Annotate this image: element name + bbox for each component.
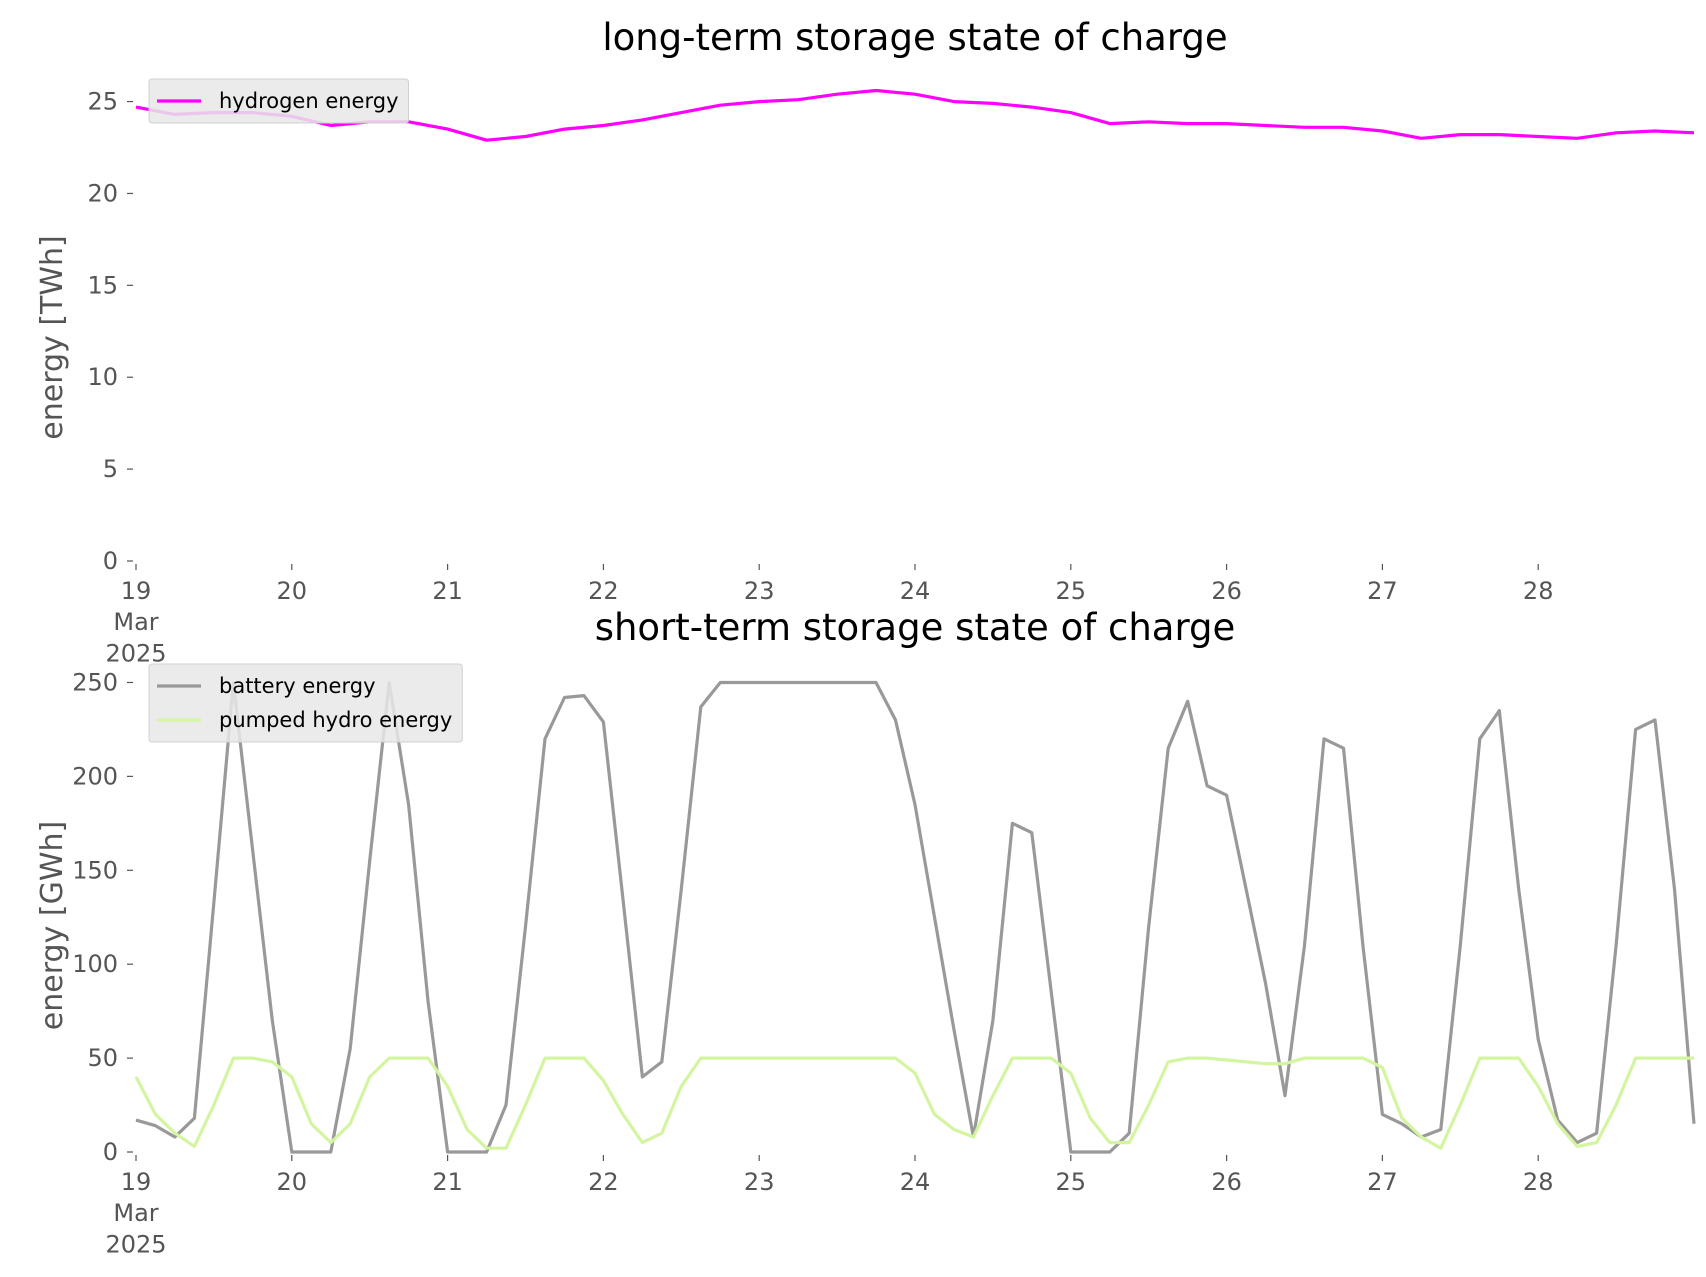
legend-label: hydrogen energy (219, 89, 399, 113)
legend-box (148, 663, 463, 743)
x-tick-label: 25 (1056, 1168, 1087, 1196)
y-tick-label: 0 (103, 1138, 118, 1166)
x-tick-label: 28 (1523, 577, 1554, 605)
series-line (134, 1056, 1694, 1150)
legend-box (148, 78, 409, 124)
x-tick-label: 21 (432, 577, 463, 605)
x-tick-label: 24 (900, 577, 931, 605)
legend: hydrogen energy (148, 78, 409, 124)
y-tick-label: 250 (72, 668, 118, 696)
y-tick-label: 15 (87, 271, 118, 299)
x-tick-label: 20 (277, 1168, 308, 1196)
y-axis-label: energy [TWh] (35, 235, 70, 439)
x-tick-label: 20 (277, 577, 308, 605)
y-tick-label: 25 (87, 88, 118, 116)
x-tick-label: 19 Mar 2025 (105, 1168, 166, 1258)
y-tick-label: 0 (103, 547, 118, 575)
x-tick-label: 19 Mar 2025 (105, 577, 166, 667)
y-tick-label: 200 (72, 762, 118, 790)
chart-title: long-term storage state of charge (602, 16, 1227, 59)
x-tick-label: 26 (1211, 577, 1242, 605)
legend: battery energy pumped hydro energy (148, 663, 463, 743)
y-tick-label: 5 (103, 455, 118, 483)
x-tick-label: 25 (1056, 577, 1087, 605)
x-tick-label: 24 (900, 1168, 931, 1196)
series-line (135, 680, 1696, 1154)
y-tick-label: 10 (87, 363, 118, 391)
x-tick-label: 22 (588, 577, 619, 605)
x-tick-label: 27 (1367, 577, 1398, 605)
x-tick-label: 26 (1211, 1168, 1242, 1196)
legend-label: battery energy (219, 674, 376, 698)
x-tick-label: 27 (1367, 1168, 1398, 1196)
y-tick-label: 150 (72, 856, 118, 884)
y-tick-label: 50 (87, 1044, 118, 1072)
y-tick-label: 20 (87, 179, 118, 207)
x-tick-label: 28 (1523, 1168, 1554, 1196)
x-tick-label: 23 (744, 1168, 775, 1196)
chart-title: short-term storage state of charge (595, 606, 1236, 649)
y-tick-label: 100 (72, 950, 118, 978)
x-tick-label: 21 (432, 1168, 463, 1196)
x-tick-label: 22 (588, 1168, 619, 1196)
legend-label: pumped hydro energy (219, 708, 452, 732)
x-tick-label: 23 (744, 577, 775, 605)
y-axis-label: energy [GWh] (35, 821, 70, 1030)
